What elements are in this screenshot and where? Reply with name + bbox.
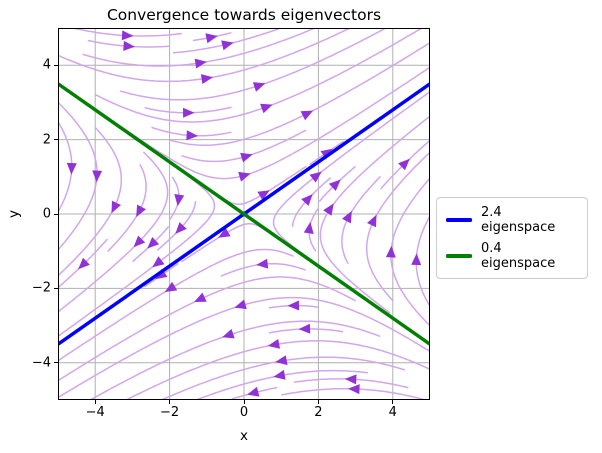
x-tick-label: −2 — [160, 405, 180, 420]
stream-arrow — [174, 194, 185, 207]
stream-arrow — [301, 194, 313, 206]
stream-arrow — [273, 369, 286, 380]
legend-line-sample-blue — [446, 218, 472, 222]
legend-label-0-4: 0.4 eigenspace — [481, 241, 556, 271]
stream-arrow — [152, 256, 165, 268]
stream-arrow — [309, 171, 322, 183]
y-tick-mark — [54, 139, 58, 141]
stream-arrow — [367, 214, 377, 228]
x-tick-mark — [392, 400, 394, 404]
x-tick-mark — [169, 400, 171, 404]
stream-arrow — [260, 103, 273, 114]
x-tick-mark — [94, 400, 96, 404]
stream-arrow — [257, 190, 270, 201]
streamline — [58, 101, 98, 251]
stream-arrow — [247, 386, 260, 397]
stream-arrow — [183, 107, 195, 118]
y-tick-mark — [54, 64, 58, 66]
stream-arrow — [287, 300, 300, 311]
legend-label-2-4: 2.4 eigenspace — [481, 205, 556, 235]
y-axis-label: y — [6, 210, 22, 218]
stream-arrow — [328, 179, 341, 191]
stream-arrow — [155, 268, 168, 280]
stream-arrow — [385, 245, 396, 258]
streamline — [120, 28, 387, 101]
x-tick-label: 4 — [388, 405, 397, 420]
chart-title: Convergence towards eigenvectors — [106, 6, 382, 24]
legend-line-sample-green — [446, 254, 472, 258]
streamline — [58, 151, 169, 313]
stream-arrow — [342, 210, 352, 224]
y-tick-mark — [54, 287, 58, 289]
stream-arrow — [92, 170, 103, 183]
y-tick-label: −2 — [31, 280, 51, 296]
stream-arrow — [300, 110, 314, 121]
x-axis-label: x — [240, 428, 248, 444]
stream-arrow — [275, 355, 288, 366]
y-tick-mark — [54, 362, 58, 364]
stream-arrow — [303, 221, 314, 234]
x-tick-label: −4 — [85, 405, 105, 420]
legend-item-2-4-eigenspace: 2.4 eigenspace — [446, 205, 578, 235]
stream-arrow — [411, 253, 422, 266]
stream-arrow — [344, 374, 357, 385]
y-tick-label: 0 — [42, 206, 51, 222]
stream-arrow — [123, 40, 135, 51]
stream-arrow — [221, 40, 234, 51]
stream-arrow — [78, 257, 90, 270]
stream-arrow — [222, 328, 235, 339]
streamline — [90, 320, 381, 400]
plot-canvas — [58, 28, 430, 400]
stream-arrow — [194, 58, 207, 69]
y-tick-mark — [54, 213, 58, 215]
stream-arrow — [218, 227, 231, 238]
stream-arrow — [298, 323, 311, 334]
stream-arrow — [256, 258, 269, 269]
y-tick-label: 4 — [42, 57, 51, 73]
x-tick-label: 0 — [239, 405, 249, 420]
stream-arrow — [252, 82, 266, 92]
stream-arrow — [175, 222, 187, 234]
plot-area — [58, 28, 430, 400]
stream-arrow — [194, 292, 207, 302]
x-tick-mark — [317, 400, 319, 404]
stream-arrow — [238, 171, 251, 182]
legend-item-0-4-eigenspace: 0.4 eigenspace — [446, 241, 578, 271]
stream-arrow — [320, 148, 333, 160]
stream-arrow — [200, 74, 213, 84]
x-tick-mark — [243, 400, 245, 404]
y-tick-label: −4 — [31, 355, 51, 371]
stream-arrow — [205, 33, 218, 44]
stream-arrow — [147, 237, 160, 249]
stream-arrow — [136, 204, 146, 218]
streamline — [172, 28, 281, 54]
stream-arrow — [121, 30, 134, 41]
stream-arrow — [111, 200, 121, 214]
y-tick-label: 2 — [42, 132, 51, 148]
stream-arrow — [240, 152, 253, 163]
eigenspace-line-1 — [58, 82, 430, 346]
streamline — [58, 176, 216, 337]
stream-arrow — [164, 281, 178, 292]
stream-arrow — [66, 162, 77, 175]
axes-border — [58, 28, 430, 400]
streamline — [390, 177, 430, 327]
legend: 2.4 eigenspace 0.4 eigenspace — [436, 197, 588, 279]
stream-arrow — [133, 235, 146, 248]
x-tick-label: 2 — [314, 405, 323, 420]
stream-arrow — [323, 203, 334, 216]
stream-arrow — [186, 130, 199, 141]
stream-arrow — [398, 158, 410, 171]
streamline — [58, 28, 351, 83]
stream-arrow — [267, 339, 280, 349]
stream-arrow — [234, 299, 247, 310]
stream-arrow — [348, 384, 360, 395]
